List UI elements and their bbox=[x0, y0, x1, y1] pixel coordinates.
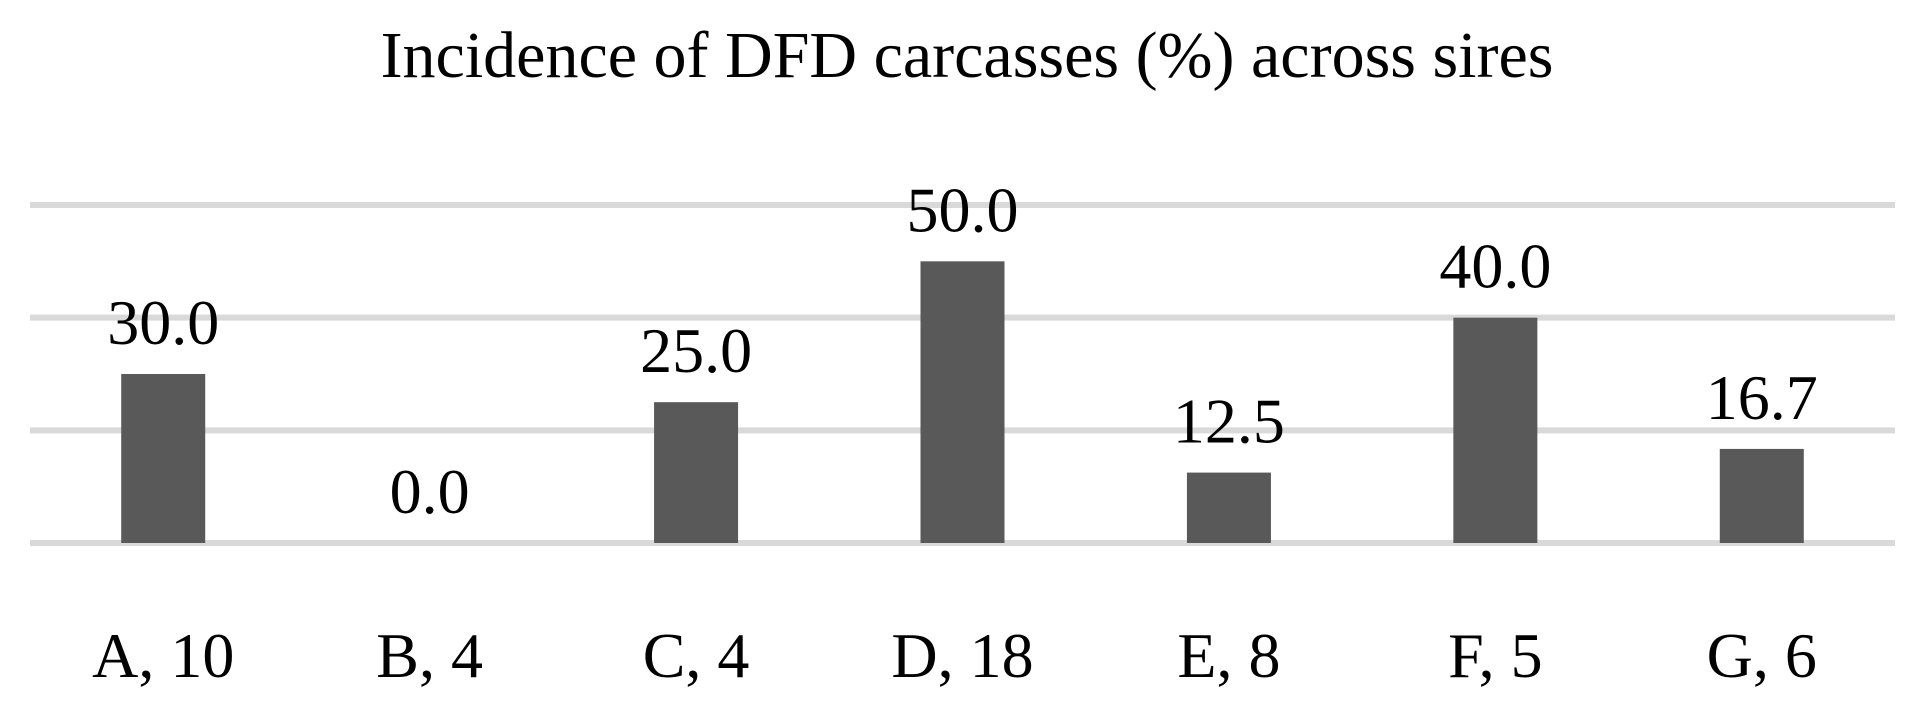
bar bbox=[1186, 472, 1271, 543]
x-tick-label: G, 6 bbox=[1707, 620, 1817, 691]
x-tick-label: B, 4 bbox=[376, 620, 483, 691]
data-label: 16.7 bbox=[1706, 362, 1818, 433]
data-label: 30.0 bbox=[107, 287, 219, 358]
bar bbox=[920, 261, 1005, 543]
data-label: 40.0 bbox=[1439, 231, 1551, 302]
x-tick-label: C, 4 bbox=[643, 620, 750, 691]
data-label: 12.5 bbox=[1173, 386, 1285, 457]
x-tick-label: E, 8 bbox=[1177, 620, 1280, 691]
bar bbox=[121, 374, 206, 543]
data-label: 50.0 bbox=[907, 174, 1019, 245]
data-label: 25.0 bbox=[640, 315, 752, 386]
data-labels: 30.0 0.0 25.0 50.0 12.5 40.0 16.7 bbox=[107, 174, 1818, 527]
bars bbox=[121, 261, 1804, 543]
chart-title: Incidence of DFD carcasses (%) across si… bbox=[381, 19, 1554, 92]
x-tick-label: F, 5 bbox=[1448, 620, 1542, 691]
bar bbox=[1719, 448, 1804, 543]
x-tick-label: A, 10 bbox=[92, 620, 234, 691]
bar bbox=[654, 402, 739, 543]
x-tick-label: D, 18 bbox=[891, 620, 1033, 691]
x-axis-tick-labels: A, 10 B, 4 C, 4 D, 18 E, 8 F, 5 G, 6 bbox=[92, 620, 1817, 691]
data-label: 0.0 bbox=[390, 456, 470, 527]
bar bbox=[1453, 317, 1538, 543]
